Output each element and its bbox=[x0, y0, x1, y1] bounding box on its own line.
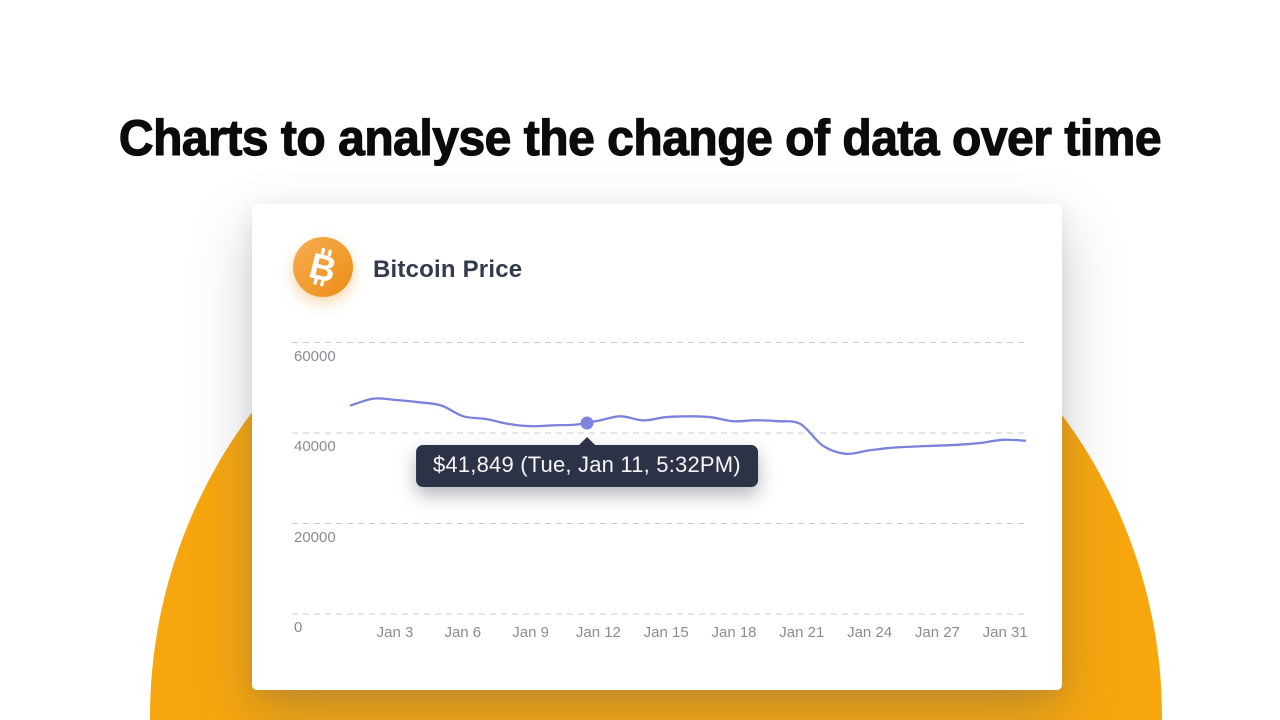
tooltip-arrow-icon bbox=[577, 436, 596, 446]
x-axis-tick-label: Jan 9 bbox=[512, 624, 549, 641]
y-axis-tick-label: 20000 bbox=[294, 528, 336, 546]
x-axis-tick-label: Jan 6 bbox=[444, 624, 482, 641]
bitcoin-icon: B bbox=[293, 237, 353, 297]
x-axis-tick-label: Jan 3 bbox=[376, 624, 414, 641]
chart-title: Bitcoin Price bbox=[373, 256, 523, 283]
x-axis-tick-label: Jan 15 bbox=[643, 624, 689, 641]
line-chart-plot[interactable] bbox=[252, 204, 1062, 690]
bitcoin-icon-svg: B bbox=[293, 237, 353, 297]
hover-point-marker bbox=[580, 416, 594, 430]
y-axis-tick-label: 40000 bbox=[294, 438, 336, 455]
x-axis-tick-label: Jan 27 bbox=[914, 624, 960, 641]
y-axis-tick-label: 60000 bbox=[294, 347, 336, 365]
tooltip-label: $41,849 (Tue, Jan 11, 5:32PM) bbox=[432, 451, 741, 477]
chart-card: B Bitcoin Price 60000 40000 20000 0 Jan 3 Ja… bbox=[252, 204, 1062, 690]
chart-tooltip: $41,849 (Tue, Jan 11, 5:32PM) bbox=[415, 436, 758, 487]
x-axis-tick-label: Jan 24 bbox=[847, 624, 893, 641]
x-axis-tick-label: Jan 12 bbox=[575, 624, 621, 641]
y-axis-tick-label: 0 bbox=[294, 619, 303, 636]
price-line-series bbox=[349, 397, 1027, 456]
x-axis-tick-label: Jan 31 bbox=[982, 624, 1028, 641]
x-axis-tick-label: Jan 21 bbox=[779, 624, 825, 641]
x-axis-tick-label: Jan 18 bbox=[711, 624, 757, 641]
page-title: Charts to analyse the change of data ove… bbox=[118, 109, 1162, 166]
